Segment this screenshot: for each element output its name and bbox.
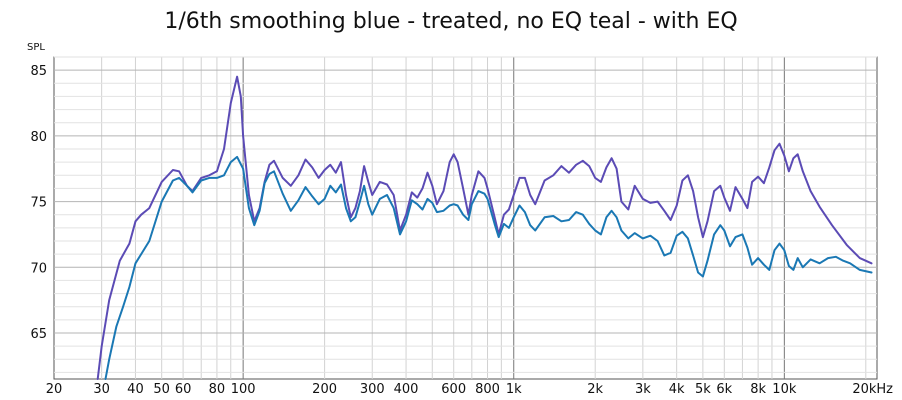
x-tick-label: 10k (772, 382, 797, 397)
x-tick-label: 20 (46, 382, 63, 397)
y-tick-label: 80 (30, 130, 47, 145)
x-tick-label: 5k (695, 382, 711, 397)
y-tick-label: 65 (30, 327, 47, 342)
x-tick-label: 20kHz (852, 382, 893, 397)
x-tick-label: 40 (127, 382, 144, 397)
chart-title: 1/6th smoothing blue - treated, no EQ te… (164, 9, 737, 34)
x-tick-label: 200 (312, 382, 337, 397)
x-tick-label: 400 (394, 382, 419, 397)
x-tick-label: 30 (93, 382, 110, 397)
x-tick-label: 6k (716, 382, 732, 397)
x-tick-label: 300 (360, 382, 385, 397)
x-tick-labels: 20 30 40 50 60 80 100 200 300 400 600 800 1k 2k 3k 4k 5k… (46, 382, 893, 397)
x-tick-label: 8k (750, 382, 766, 397)
x-tick-label: 3k (635, 382, 651, 397)
x-tick-label: 80 (209, 382, 226, 397)
series-line-2 (104, 155, 873, 380)
series-group (96, 75, 873, 380)
y-tick-label: 70 (30, 261, 47, 276)
y-tick-label: 85 (30, 64, 47, 79)
y-tick-labels: 65 70 75 80 85 (30, 64, 47, 342)
x-tick-label: 4k (669, 382, 685, 397)
x-tick-label: 100 (231, 382, 256, 397)
x-tick-label: 50 (153, 382, 170, 397)
x-tick-label: 2k (587, 382, 603, 397)
x-tick-label: 1k (506, 382, 522, 397)
x-tick-label: 60 (175, 382, 192, 397)
x-tick-label: 600 (441, 382, 466, 397)
x-tick-label: 800 (475, 382, 500, 397)
series-line-1 (96, 75, 873, 380)
y-axis-label: SPL (27, 42, 45, 53)
y-tick-label: 75 (30, 196, 47, 211)
